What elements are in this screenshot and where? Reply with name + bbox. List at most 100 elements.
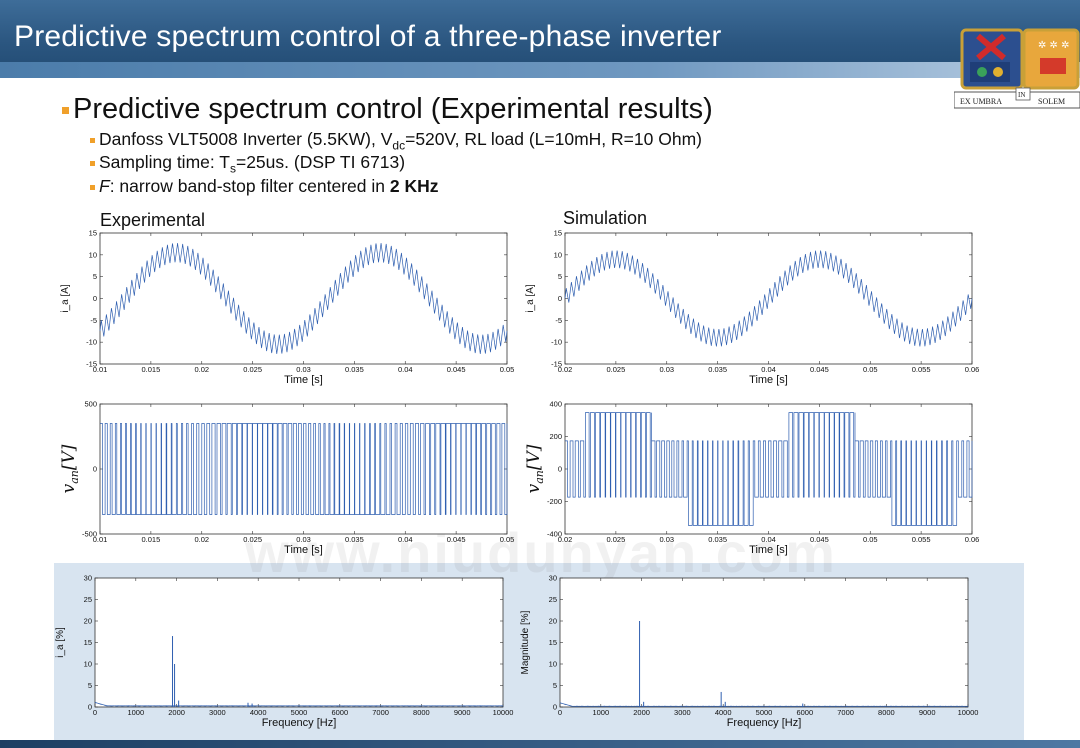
x-tick-label: 0.025: [243, 365, 262, 374]
y-tick-label: -15: [551, 360, 562, 369]
y-tick-label: 5: [88, 681, 92, 690]
x-axis-label: Frequency [Hz]: [727, 717, 802, 729]
series-line: [100, 423, 508, 515]
x-tick-label: 1000: [592, 708, 609, 717]
y-tick-label: 500: [84, 400, 97, 409]
sub-text: =520V, RL load (L=10mH, R=10 Ohm): [405, 129, 702, 149]
y-tick-label: 0: [558, 294, 562, 303]
x-tick-label: 0.03: [659, 365, 674, 374]
series-line: [99, 243, 508, 354]
x-axis-label: Time [s]: [749, 544, 788, 556]
sub-subscript: dc: [392, 138, 406, 153]
x-tick-label: 0.06: [965, 535, 980, 544]
x-tick-label: 0.025: [606, 535, 625, 544]
y-tick-label: 10: [84, 660, 92, 669]
y-tick-label: 15: [89, 229, 97, 238]
sub-bullet-sampling: Sampling time: Ts=25us. (DSP TI 6713): [90, 152, 405, 176]
x-tick-label: 0.045: [810, 365, 829, 374]
x-tick-label: 5000: [756, 708, 773, 717]
y-tick-label: 0: [93, 294, 97, 303]
y-tick-label: 0: [88, 703, 92, 712]
svg-text:✲ ✲ ✲: ✲ ✲ ✲: [1038, 40, 1070, 51]
x-axis-label: Time [s]: [284, 544, 323, 556]
x-tick-label: 0.04: [761, 535, 776, 544]
y-axis-label: Magnitude [%]: [520, 610, 531, 674]
main-bullet-text: Predictive spectrum control (Experimenta…: [73, 93, 713, 125]
logo-motto-left: EX UMBRA: [960, 97, 1002, 106]
y-tick-label: 15: [549, 638, 557, 647]
y-tick-label: 15: [554, 229, 562, 238]
chart-volt-sim: 0.02 0.025 0.03 0.035 0.04 0.045 0.05 0.055 0.06…: [524, 400, 979, 557]
label-experimental: Experimental: [100, 210, 206, 230]
x-tick-label: 0.05: [863, 535, 878, 544]
logo-motto-right: SOLEM: [1038, 97, 1065, 106]
y-axis-label: i_a [A]: [525, 284, 536, 313]
x-tick-label: 0.035: [345, 535, 364, 544]
x-axis-label: Time [s]: [284, 374, 323, 386]
x-tick-label: 0.025: [243, 535, 262, 544]
x-tick-label: 2000: [168, 708, 185, 717]
x-tick-label: 0.01: [93, 535, 108, 544]
x-tick-label: 0.05: [500, 365, 515, 374]
y-tick-label: 0: [558, 465, 562, 474]
x-tick-label: 10000: [958, 708, 979, 717]
y-tick-label: 10: [549, 660, 557, 669]
sub-bullet-filter: F: narrow band-stop filter centered in 2…: [90, 176, 438, 197]
x-tick-label: 0.035: [708, 535, 727, 544]
bullet-marker: [62, 106, 69, 114]
logo-motto-mid: IN: [1018, 91, 1025, 99]
chart-cur-sim: 0.02 0.025 0.03 0.035 0.04 0.045 0.05 0.055 0.06…: [525, 229, 979, 387]
y-tick-label: -500: [82, 530, 97, 539]
chart-cur-exp: 0.01 0.015 0.02 0.025 0.03 0.035 0.04 0.045 0.05…: [60, 229, 514, 387]
main-bullet: Predictive spectrum control (Experimenta…: [62, 93, 713, 126]
x-tick-label: 7000: [837, 708, 854, 717]
y-axis-label: i_a [%]: [55, 627, 66, 658]
x-tick-label: 0.03: [296, 365, 311, 374]
plot-area: [559, 577, 969, 708]
sub-text: Danfoss VLT5008 Inverter (5.5KW), V: [99, 129, 393, 149]
label-simulation: Simulation: [563, 208, 648, 228]
plot-area: [99, 232, 508, 365]
x-tick-label: 4000: [715, 708, 732, 717]
x-tick-label: 0.055: [912, 535, 931, 544]
x-tick-label: 3000: [674, 708, 691, 717]
y-axis-label: van[V]: [59, 444, 81, 493]
y-tick-label: 10: [89, 250, 97, 259]
x-tick-label: 0.02: [558, 365, 573, 374]
x-tick-label: 0.055: [912, 365, 931, 374]
y-tick-label: 10: [554, 250, 562, 259]
y-tick-label: 5: [553, 681, 557, 690]
y-tick-label: -5: [90, 316, 97, 325]
x-tick-label: 0.06: [965, 365, 980, 374]
sub-text: Sampling time: T: [99, 152, 230, 172]
series-line: [559, 702, 969, 707]
chart-volt-exp: 0.01 0.015 0.02 0.025 0.03 0.035 0.04 0.045 0.05…: [59, 400, 514, 557]
header-band: [0, 62, 1080, 78]
x-tick-label: 3000: [209, 708, 226, 717]
bottom-bar: [0, 740, 1080, 748]
slide-title: Predictive spectrum control of a three-p…: [14, 20, 722, 53]
y-tick-label: 5: [558, 272, 562, 281]
x-tick-label: 0.015: [141, 365, 160, 374]
sub-italic: F: [99, 176, 110, 196]
y-tick-label: -10: [86, 338, 97, 347]
x-tick-label: 0.03: [659, 535, 674, 544]
x-axis-label: Frequency [Hz]: [262, 717, 337, 729]
x-tick-label: 0.045: [447, 365, 466, 374]
y-tick-label: 25: [84, 595, 92, 604]
x-tick-label: 9000: [454, 708, 471, 717]
x-tick-label: 0.03: [296, 535, 311, 544]
x-tick-label: 7000: [372, 708, 389, 717]
x-tick-label: 0.05: [863, 365, 878, 374]
y-tick-label: 20: [549, 617, 557, 626]
series-line: [565, 412, 973, 526]
x-tick-label: 2000: [633, 708, 650, 717]
y-tick-label: -400: [547, 530, 562, 539]
x-axis-label: Time [s]: [749, 374, 788, 386]
x-tick-label: 0.05: [500, 535, 515, 544]
x-tick-label: 5000: [291, 708, 308, 717]
sub-text: : narrow band-stop filter centered in: [109, 176, 390, 196]
chart-fft-sim: 0 1000 2000 3000 4000 5000 6000 7000 8000 9000 100…: [520, 574, 978, 730]
y-axis-label: van[V]: [524, 444, 546, 493]
